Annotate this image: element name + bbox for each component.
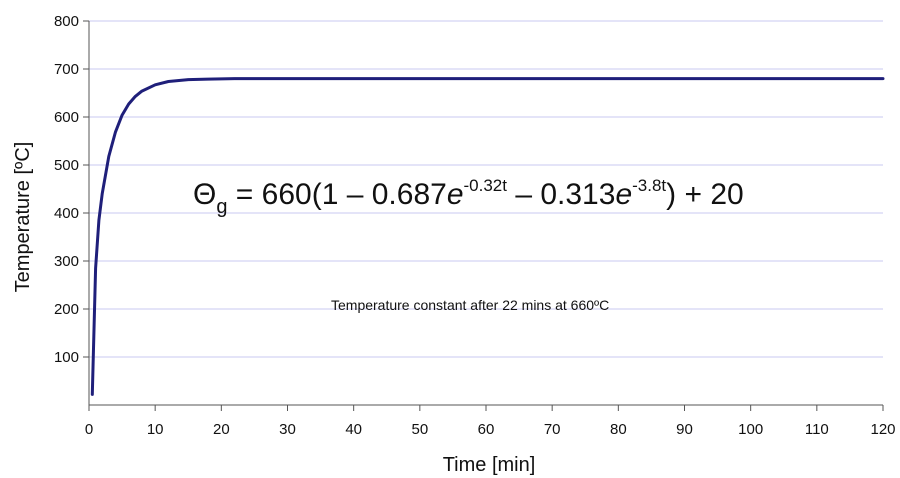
x-tick-label-80: 80 — [610, 421, 627, 438]
formula-lhs: Θ — [193, 178, 216, 211]
formula: Θg = 660(1 – 0.687e-0.32t – 0.313e-3.8t)… — [193, 176, 744, 218]
y-tick-label-800: 800 — [54, 13, 79, 30]
x-ticks: 0 10 20 30 40 50 60 70 80 90 100 110 120 — [85, 405, 896, 438]
formula-exponent2: -3.8t — [632, 176, 666, 195]
y-tick-label-500: 500 — [54, 157, 79, 174]
x-tick-label-10: 10 — [147, 421, 164, 438]
x-tick-label-40: 40 — [345, 421, 362, 438]
y-tick-label-100: 100 — [54, 349, 79, 366]
x-tick-label-20: 20 — [213, 421, 230, 438]
formula-exponent1: -0.32t — [464, 176, 508, 195]
y-ticks: 100 200 300 400 500 600 700 800 — [54, 13, 89, 366]
x-tick-label-110: 110 — [805, 421, 829, 438]
formula-part1: = 660(1 – 0.687 — [227, 178, 446, 211]
y-axis-title: Temperature [ºC] — [12, 142, 34, 293]
y-tick-label-300: 300 — [54, 253, 79, 270]
formula-lhs-subscript: g — [216, 196, 227, 218]
series-line-0 — [90, 77, 885, 396]
formula-part2: – 0.313 — [507, 178, 615, 211]
x-tick-label-50: 50 — [411, 421, 428, 438]
x-tick-label-70: 70 — [544, 421, 561, 438]
annotation: Temperature constant after 22 mins at 66… — [331, 297, 609, 313]
formula-e1: e — [447, 178, 464, 211]
formula-part3: ) + 20 — [666, 178, 744, 211]
x-tick-label-60: 60 — [478, 421, 495, 438]
x-axis-title: Time [min] — [443, 454, 536, 476]
series-layer — [90, 77, 885, 396]
grid-lines — [89, 20, 883, 358]
y-tick-label-400: 400 — [54, 205, 79, 222]
x-tick-label-120: 120 — [870, 421, 895, 438]
x-tick-label-0: 0 — [85, 421, 93, 438]
y-tick-label-200: 200 — [54, 301, 79, 318]
x-tick-label-30: 30 — [279, 421, 296, 438]
y-tick-label-700: 700 — [54, 61, 79, 78]
formula-e2: e — [615, 178, 632, 211]
x-tick-label-100: 100 — [738, 421, 763, 438]
y-tick-label-600: 600 — [54, 109, 79, 126]
x-tick-label-90: 90 — [676, 421, 693, 438]
